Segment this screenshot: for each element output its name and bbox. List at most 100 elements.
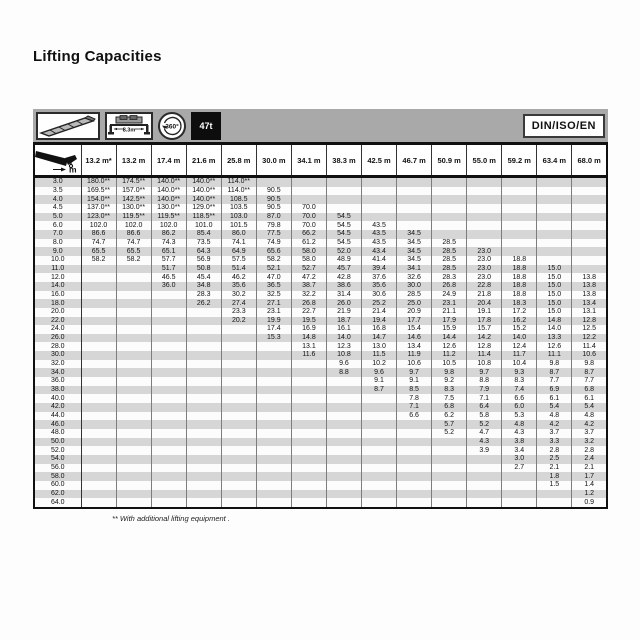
capacity-cell bbox=[360, 420, 397, 430]
table-row: 60.0 1.5 1.4 bbox=[34, 480, 607, 490]
capacity-cell: 2.4 bbox=[571, 455, 607, 464]
capacity-cell bbox=[360, 186, 397, 196]
radius-column-header: m bbox=[34, 143, 81, 177]
capacity-cell: 11.2 bbox=[431, 351, 467, 360]
capacity-cell: 74.7 bbox=[80, 238, 117, 248]
capacity-cell: 9.3 bbox=[501, 368, 537, 378]
capacity-cell bbox=[396, 446, 432, 455]
table-row: 8.0 74.7 74.7 74.3 73.5 74.1 74.9 61.2 54.5 43.5 3… bbox=[34, 238, 607, 248]
capacity-cell bbox=[255, 342, 292, 352]
capacity-cell bbox=[115, 429, 152, 438]
capacity-cell bbox=[290, 437, 327, 447]
capacity-cell: 108.5 bbox=[220, 195, 257, 204]
capacity-cell bbox=[325, 498, 362, 508]
capacity-cell bbox=[396, 472, 432, 481]
capacity-cell bbox=[80, 377, 117, 386]
capacity-cell: 54.5 bbox=[325, 229, 362, 239]
capacity-cell: 43.5 bbox=[360, 229, 397, 239]
capacity-cell: 18.7 bbox=[325, 316, 362, 326]
table-row: 52.0 3.9 3.4 2.8 2.8 bbox=[34, 446, 607, 455]
column-header: 42.5 m bbox=[360, 143, 397, 177]
capacity-cell bbox=[325, 411, 362, 421]
capacity-cell: 13.0 bbox=[360, 342, 397, 352]
capacity-cell bbox=[115, 307, 152, 317]
capacity-cell: 15.0 bbox=[536, 290, 572, 300]
capacity-cell bbox=[325, 489, 362, 499]
capacity-cell: 1.2 bbox=[571, 489, 607, 499]
counterweight-label: 47t bbox=[199, 120, 213, 131]
capacity-cell bbox=[290, 446, 327, 455]
capacity-cell bbox=[220, 489, 257, 499]
capacity-cell: 11.9 bbox=[396, 351, 432, 360]
capacity-cell bbox=[360, 195, 397, 204]
capacity-cell: 15.9 bbox=[431, 325, 467, 334]
capacity-cell bbox=[290, 498, 327, 508]
capacity-cell: 103.5 bbox=[220, 203, 257, 213]
capacity-cell bbox=[220, 429, 257, 438]
capacity-cell bbox=[150, 342, 187, 352]
capacity-cell: 6.9 bbox=[536, 385, 572, 395]
capacity-cell: 18.8 bbox=[501, 264, 537, 274]
table-row: 16.0 28.3 30.2 32.5 32.2 31.4 30.6 28.5 24.9 21.8… bbox=[34, 290, 607, 300]
capacity-cell bbox=[255, 420, 292, 430]
capacity-cell bbox=[185, 316, 222, 326]
capacity-cell bbox=[115, 472, 152, 481]
capacity-cell bbox=[325, 429, 362, 438]
capacity-cell bbox=[255, 498, 292, 508]
capacity-cell: 17.4 bbox=[255, 325, 292, 334]
capacity-cell bbox=[466, 176, 502, 187]
capacity-cell: 5.7 bbox=[431, 420, 467, 430]
table-row: 58.0 1.8 1.7 bbox=[34, 472, 607, 481]
capacity-cell: 54.5 bbox=[325, 238, 362, 248]
capacity-cell bbox=[360, 203, 397, 213]
capacity-cell: 142.5** bbox=[115, 195, 152, 204]
capacity-cell bbox=[396, 212, 432, 222]
capacity-cell bbox=[220, 411, 257, 421]
capacity-cell bbox=[150, 472, 187, 481]
capacity-cell bbox=[150, 394, 187, 404]
capacity-cell: 30.6 bbox=[360, 290, 397, 300]
capacity-cell bbox=[290, 186, 327, 196]
capacity-cell: 6.6 bbox=[501, 394, 537, 404]
capacity-cell bbox=[431, 455, 467, 464]
capacity-cell: 15.0 bbox=[536, 273, 572, 282]
capacity-cell: 6.4 bbox=[466, 403, 502, 412]
capacity-cell: 13.8 bbox=[571, 273, 607, 282]
capacity-cell: 35.6 bbox=[220, 281, 257, 291]
capacity-cell: 15.3 bbox=[255, 333, 292, 343]
capacity-cell bbox=[431, 480, 467, 490]
capacity-cell: 3.8 bbox=[501, 437, 537, 447]
capacity-cell bbox=[396, 498, 432, 508]
capacity-cell bbox=[501, 238, 537, 248]
capacity-cell bbox=[220, 480, 257, 490]
capacity-cell bbox=[255, 377, 292, 386]
capacity-cell bbox=[466, 480, 502, 490]
capacity-cell: 19.5 bbox=[290, 316, 327, 326]
capacity-cell bbox=[185, 463, 222, 473]
capacity-cell bbox=[150, 489, 187, 499]
capacity-cell bbox=[325, 176, 362, 187]
capacity-cell: 9.8 bbox=[571, 359, 607, 369]
capacity-cell: 36.5 bbox=[255, 281, 292, 291]
radius-cell: 48.0 bbox=[50, 429, 65, 437]
capacity-cell bbox=[360, 212, 397, 222]
capacity-cell: 157.0** bbox=[115, 186, 152, 196]
capacity-cell: 8.8 bbox=[466, 377, 502, 386]
capacity-cell bbox=[80, 299, 117, 308]
radius-cell: 5.0 bbox=[52, 212, 63, 220]
capacity-cell: 19.9 bbox=[255, 316, 292, 326]
capacity-cell: 19.4 bbox=[360, 316, 397, 326]
radius-cell: 28.0 bbox=[50, 342, 65, 350]
capacity-cell: 10.6 bbox=[396, 359, 432, 369]
capacity-cell bbox=[150, 403, 187, 412]
capacity-cell bbox=[325, 455, 362, 464]
capacity-cell: 12.8 bbox=[466, 342, 502, 352]
capacity-cell: 15.0 bbox=[536, 307, 572, 317]
capacity-cell: 9.1 bbox=[360, 377, 397, 386]
capacity-cell bbox=[185, 325, 222, 334]
capacity-cell: 10.5 bbox=[431, 359, 467, 369]
capacity-cell: 34.5 bbox=[396, 247, 432, 256]
column-header: 55.0 m bbox=[466, 143, 502, 177]
radius-cell: 6.0 bbox=[52, 221, 63, 229]
capacity-cell bbox=[185, 498, 222, 508]
